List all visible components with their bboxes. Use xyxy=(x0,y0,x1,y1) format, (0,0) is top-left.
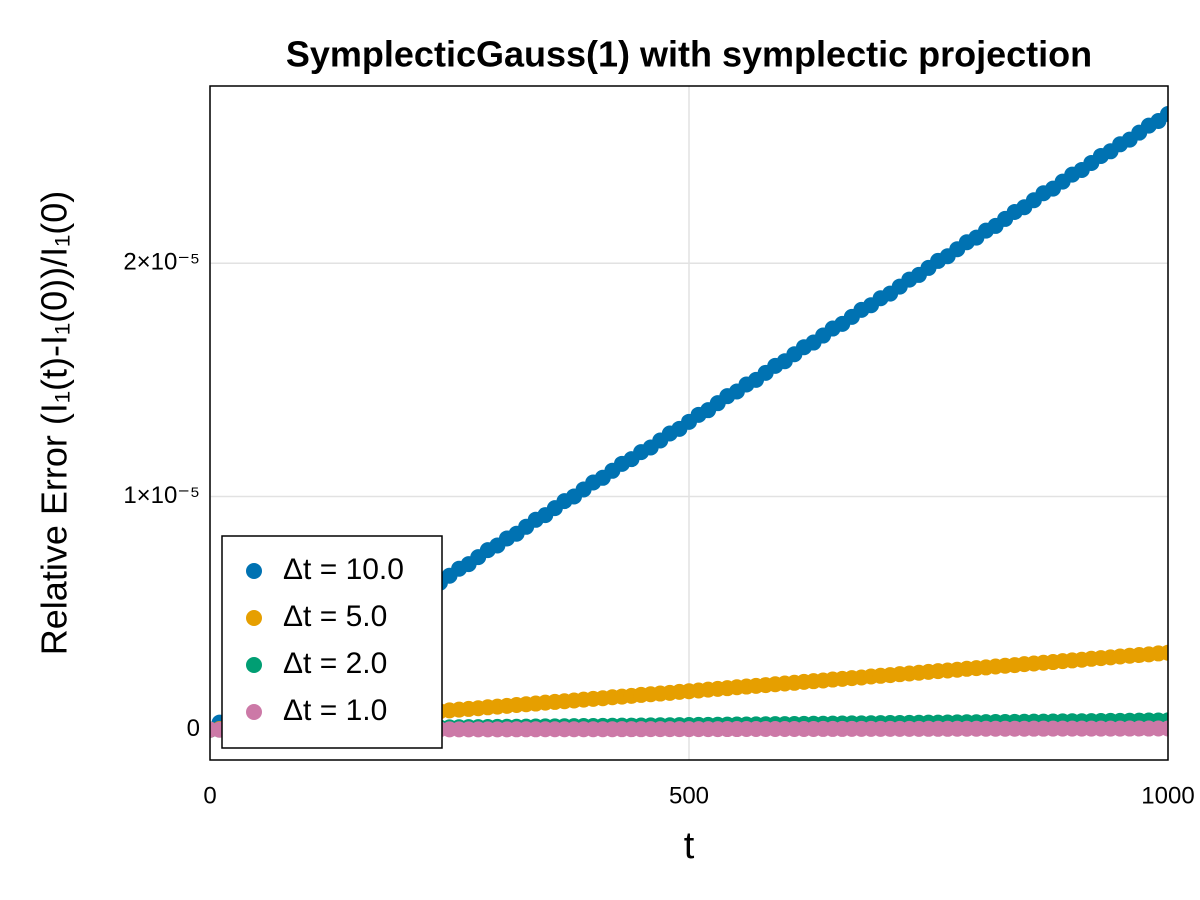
legend-label: Δt = 10.0 xyxy=(283,553,404,586)
x-tick-label: 0 xyxy=(203,782,216,809)
legend-label: Δt = 5.0 xyxy=(283,600,387,633)
y-axis-label: Relative Error (I₁(t)-I₁(0))/I₁(0) xyxy=(34,191,75,655)
x-tick-label: 1000 xyxy=(1141,782,1194,809)
y-tick-label: 0 xyxy=(187,715,200,742)
y-tick-label: 2×10⁻⁵ xyxy=(123,249,200,276)
legend-marker xyxy=(246,610,262,626)
point xyxy=(1160,644,1168,661)
legend: Δt = 10.0 Δt = 5.0 Δt = 2.0 Δt = 1.0 xyxy=(221,535,443,749)
point xyxy=(1160,105,1168,122)
y-tick-label: 1×10⁻⁵ xyxy=(123,482,200,509)
point xyxy=(1160,720,1168,737)
x-axis-label: t xyxy=(684,825,695,867)
legend-marker xyxy=(246,704,262,720)
legend-label: Δt = 1.0 xyxy=(283,694,387,727)
chart-title: SymplecticGauss(1) with symplectic proje… xyxy=(286,34,1092,75)
x-tick-label: 500 xyxy=(669,782,709,809)
plot-frame xyxy=(209,85,1169,761)
legend-label: Δt = 2.0 xyxy=(283,647,387,680)
legend-marker xyxy=(246,657,262,673)
legend-marker xyxy=(246,563,262,579)
